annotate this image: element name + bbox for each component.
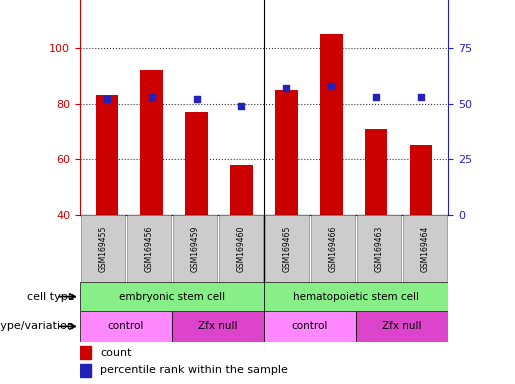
Text: control: control xyxy=(108,321,144,331)
Bar xyxy=(403,215,447,282)
Bar xyxy=(275,90,298,215)
Bar xyxy=(320,34,342,215)
Point xyxy=(417,94,425,100)
Text: Zfx null: Zfx null xyxy=(198,321,237,331)
Text: GSM169466: GSM169466 xyxy=(329,225,337,272)
Bar xyxy=(264,282,448,311)
Text: count: count xyxy=(100,348,131,358)
Bar xyxy=(80,282,264,311)
Text: cell type: cell type xyxy=(27,291,75,302)
Text: hematopoietic stem cell: hematopoietic stem cell xyxy=(293,291,419,302)
Bar xyxy=(264,311,356,342)
Point xyxy=(327,83,335,89)
Text: GSM169456: GSM169456 xyxy=(144,225,153,272)
Point xyxy=(237,103,246,109)
Text: GSM169460: GSM169460 xyxy=(236,225,246,272)
Bar xyxy=(96,95,118,215)
Bar xyxy=(357,215,401,282)
Bar xyxy=(173,215,217,282)
Bar xyxy=(80,346,91,359)
Point xyxy=(102,96,111,102)
Text: embryonic stem cell: embryonic stem cell xyxy=(119,291,225,302)
Text: percentile rank within the sample: percentile rank within the sample xyxy=(100,365,288,375)
Bar xyxy=(141,70,163,215)
Text: GSM169463: GSM169463 xyxy=(374,225,384,272)
Text: Zfx null: Zfx null xyxy=(382,321,422,331)
Bar xyxy=(80,311,172,342)
Bar xyxy=(185,112,208,215)
Bar xyxy=(365,129,387,215)
Text: control: control xyxy=(292,321,328,331)
Bar xyxy=(80,364,91,376)
Bar xyxy=(172,311,264,342)
Bar xyxy=(81,215,125,282)
Point xyxy=(148,94,156,100)
Text: GSM169459: GSM169459 xyxy=(191,225,199,272)
Bar xyxy=(219,215,263,282)
Text: GSM169465: GSM169465 xyxy=(282,225,291,272)
Bar xyxy=(127,215,171,282)
Bar xyxy=(230,165,253,215)
Bar xyxy=(311,215,355,282)
Text: GSM169455: GSM169455 xyxy=(98,225,107,272)
Text: GSM169464: GSM169464 xyxy=(421,225,430,272)
Bar xyxy=(356,311,448,342)
Text: genotype/variation: genotype/variation xyxy=(0,321,75,331)
Bar xyxy=(410,146,432,215)
Point xyxy=(193,96,201,102)
Bar xyxy=(265,215,309,282)
Point xyxy=(282,85,290,91)
Point xyxy=(372,94,380,100)
